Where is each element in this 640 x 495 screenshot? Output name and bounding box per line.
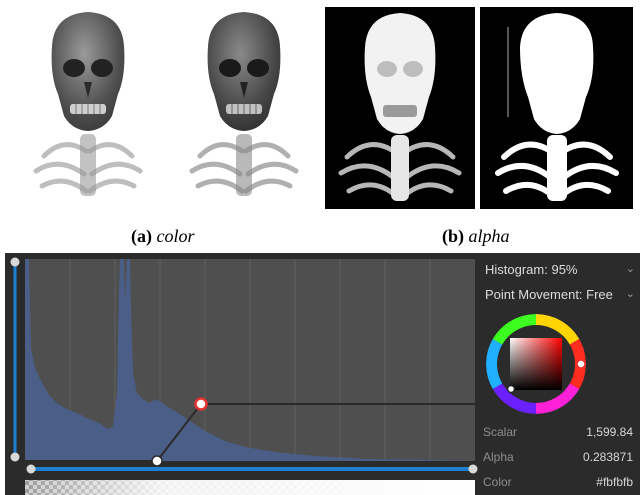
histogram-dropdown-label: Histogram: 95%	[485, 262, 578, 277]
histogram	[25, 259, 475, 461]
alpha-render-left	[325, 7, 475, 209]
editor-side-panel: Histogram: 95% ⌄ Point Movement: Free ⌄	[479, 253, 640, 495]
histogram-dropdown[interactable]: Histogram: 95% ⌄	[485, 259, 635, 281]
color-property: Color #fbfbfb	[483, 475, 633, 493]
transfer-function-plot[interactable]	[5, 253, 479, 495]
control-point-selected[interactable]	[194, 397, 208, 411]
alpha-label: Alpha	[483, 450, 514, 464]
caption-alpha-text: alpha	[468, 226, 510, 246]
color-marker[interactable]	[506, 384, 516, 394]
color-picker[interactable]	[480, 308, 592, 420]
alpha-property: Alpha 0.283871	[483, 450, 633, 468]
chevron-down-icon: ⌄	[625, 263, 635, 275]
color-render-left	[33, 12, 143, 196]
caption-alpha: (b) alpha	[442, 226, 510, 247]
saturation-value-square[interactable]	[510, 338, 562, 390]
caption-color-text: color	[156, 226, 195, 246]
horizontal-range-left-handle[interactable]	[26, 464, 36, 474]
transfer-curve	[25, 403, 475, 462]
vertical-range-bottom-handle[interactable]	[10, 452, 20, 462]
transfer-function-editor: Histogram: 95% ⌄ Point Movement: Free ⌄	[5, 253, 640, 495]
caption-alpha-tag: (b)	[442, 226, 464, 246]
point-movement-dropdown[interactable]: Point Movement: Free ⌄	[485, 284, 635, 306]
caption-color-tag: (a)	[131, 226, 152, 246]
alpha-value[interactable]: 0.283871	[582, 450, 633, 464]
point-movement-dropdown-label: Point Movement: Free	[485, 287, 613, 302]
control-point[interactable]	[151, 455, 163, 467]
scalar-label: Scalar	[483, 425, 518, 439]
scalar-value[interactable]: 1,599.84	[586, 425, 633, 439]
caption-color: (a) color	[131, 226, 195, 247]
chevron-down-icon: ⌄	[625, 288, 635, 300]
horizontal-range-right-handle[interactable]	[468, 464, 478, 474]
scalar-property: Scalar 1,599.84	[483, 425, 633, 443]
vertical-range-top-handle[interactable]	[10, 257, 20, 267]
color-bar[interactable]	[25, 480, 475, 495]
color-render-right	[189, 12, 299, 196]
hue-marker[interactable]	[576, 359, 586, 369]
color-label: Color	[483, 475, 512, 489]
alpha-render-right	[480, 7, 633, 209]
color-value[interactable]: #fbfbfb	[596, 475, 633, 489]
